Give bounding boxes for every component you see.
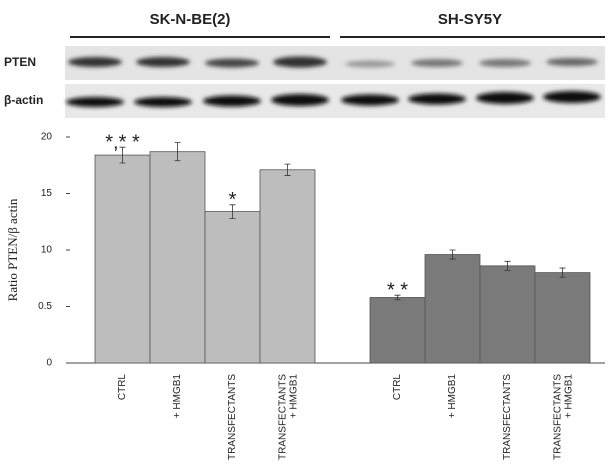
band bbox=[341, 95, 399, 106]
bar bbox=[205, 212, 260, 363]
row-label: β-actin bbox=[4, 93, 43, 107]
significance-mark: * * bbox=[387, 279, 408, 301]
y-tick-label: 0.5 bbox=[38, 301, 52, 312]
band bbox=[408, 94, 466, 105]
band bbox=[479, 59, 531, 67]
band bbox=[546, 58, 598, 66]
band bbox=[271, 94, 329, 106]
band bbox=[543, 91, 601, 103]
band bbox=[66, 97, 124, 107]
band bbox=[273, 57, 327, 68]
y-tick-label: 10 bbox=[41, 245, 53, 256]
label-line: TRANSFECTANTS bbox=[277, 374, 288, 460]
bar bbox=[150, 152, 205, 363]
band bbox=[476, 92, 534, 104]
band bbox=[203, 96, 261, 107]
x-tick-label: TRANSFECTANTS+ HMGB1 bbox=[552, 374, 574, 460]
bar bbox=[480, 266, 535, 363]
x-tick-label: TRANSFECTANTS bbox=[502, 374, 513, 460]
y-tick-label: 0 bbox=[46, 358, 52, 369]
group-header: SH-SY5Y bbox=[438, 11, 502, 28]
label-line: + HMGB1 bbox=[288, 374, 299, 419]
x-tick-label: TRANSFECTANTS bbox=[227, 374, 238, 460]
bar bbox=[425, 255, 480, 363]
page: {"blot": {"groups": ["SK-N-BE(2)", "SH-S… bbox=[0, 0, 614, 475]
y-tick-label: 15 bbox=[41, 188, 53, 199]
figure: SK-N-BE(2) SH-SY5Y PTEN β-actin Ratio PT… bbox=[0, 0, 614, 475]
y-axis-label: Ratio PTEN/β actin bbox=[5, 198, 20, 301]
band bbox=[134, 97, 192, 107]
bar bbox=[260, 170, 315, 363]
bar bbox=[95, 155, 150, 363]
band bbox=[411, 59, 463, 67]
y-tick-label: 20 bbox=[41, 132, 53, 143]
x-tick-label: + HMGB1 bbox=[172, 374, 183, 419]
group-header: SK-N-BE(2) bbox=[150, 11, 231, 28]
band bbox=[68, 57, 122, 67]
significance-mark: *,* * bbox=[105, 131, 140, 153]
bar bbox=[370, 297, 425, 363]
bar bbox=[535, 273, 590, 363]
label-line: + HMGB1 bbox=[563, 374, 574, 419]
band bbox=[136, 57, 190, 67]
x-tick-label: TRANSFECTANTS+ HMGB1 bbox=[277, 374, 299, 460]
label-line: TRANSFECTANTS bbox=[552, 374, 563, 460]
row-label: PTEN bbox=[4, 55, 36, 69]
x-tick-label: CTRL bbox=[392, 374, 403, 401]
band bbox=[205, 59, 259, 68]
significance-mark: * bbox=[229, 189, 237, 211]
band bbox=[345, 61, 395, 68]
x-tick-label: + HMGB1 bbox=[447, 374, 458, 419]
x-tick-label: CTRL bbox=[117, 374, 128, 401]
